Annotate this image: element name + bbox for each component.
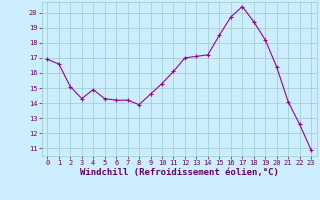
X-axis label: Windchill (Refroidissement éolien,°C): Windchill (Refroidissement éolien,°C) — [80, 168, 279, 177]
